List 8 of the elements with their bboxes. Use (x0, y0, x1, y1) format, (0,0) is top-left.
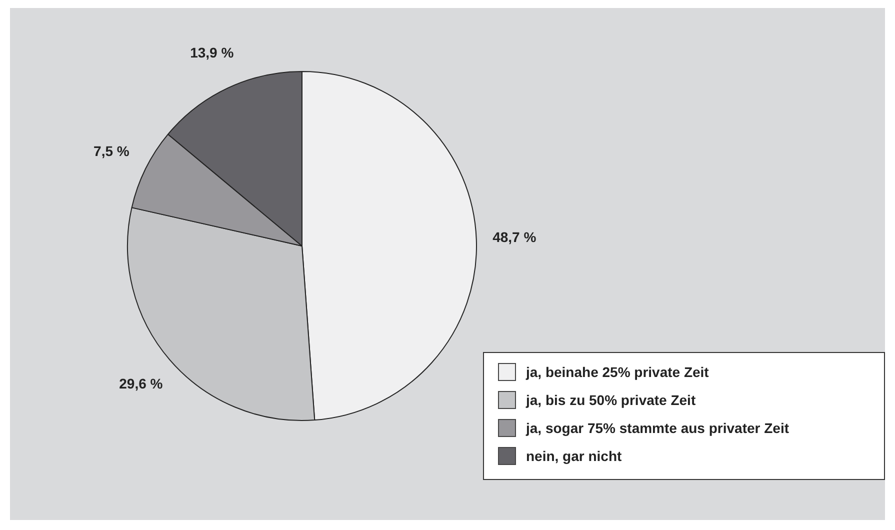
legend-label: ja, sogar 75% stammte aus privater Zeit (526, 420, 789, 436)
legend-label: nein, gar nicht (526, 448, 622, 464)
data-label: 13,9 % (190, 44, 234, 60)
legend-label: ja, beinahe 25% private Zeit (526, 364, 709, 380)
data-label: 48,7 % (492, 229, 537, 246)
data-label: 7,5 % (94, 142, 130, 159)
legend-label: ja, bis zu 50% private Zeit (526, 392, 696, 408)
data-label: 29,6 % (119, 375, 164, 392)
